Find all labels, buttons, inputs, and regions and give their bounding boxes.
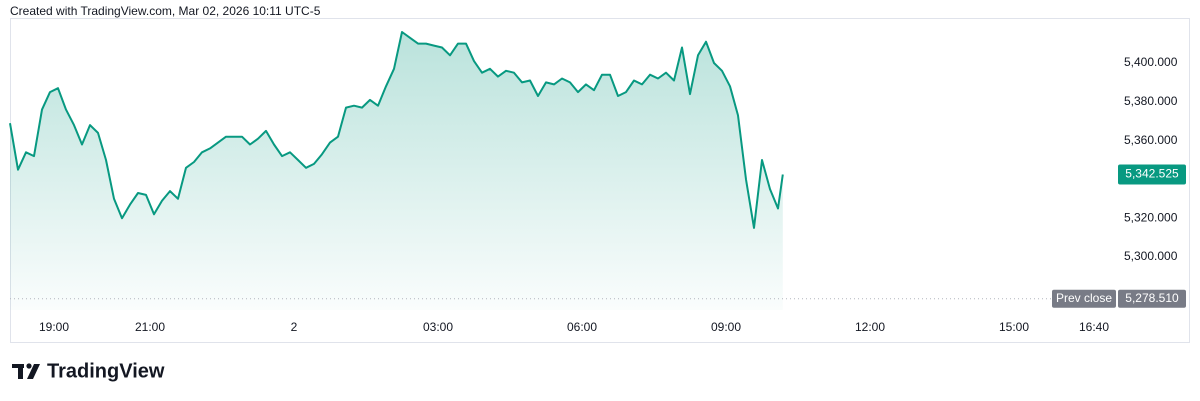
chart-title: Created with TradingView.com, Mar 02, 20… — [10, 4, 321, 18]
last-price-tag — [1118, 164, 1186, 185]
brand-name: TradingView — [47, 360, 165, 382]
y-tick-label: 5,360.000 — [1124, 133, 1178, 147]
x-tick-label: 21:00 — [135, 320, 165, 334]
x-tick-label: 2 — [291, 320, 298, 334]
logo-slash — [27, 364, 40, 379]
x-tick-label: 16:40 — [1079, 320, 1109, 334]
x-tick-label: 09:00 — [711, 320, 741, 334]
area-fill — [10, 32, 783, 310]
x-tick-label: 15:00 — [999, 320, 1029, 334]
last-price-label: 5,342.525 — [1125, 167, 1179, 181]
y-tick-label: 5,320.000 — [1124, 210, 1178, 224]
prev-close-value-tag — [1118, 289, 1186, 308]
logo-stem — [18, 364, 23, 379]
price-line — [9, 31, 784, 229]
logo-dot — [26, 363, 32, 369]
x-tick-label: 06:00 — [567, 320, 597, 334]
x-tick-label: 19:00 — [39, 320, 69, 334]
y-tick-label: 5,300.000 — [1124, 249, 1178, 263]
prev-close-tag — [1052, 289, 1116, 308]
x-tick-label: 03:00 — [423, 320, 453, 334]
y-tick-label: 5,400.000 — [1124, 55, 1178, 69]
prev-close-value: 5,278.510 — [1125, 291, 1179, 305]
logo-icon — [12, 363, 40, 379]
prev-close-name: Prev close — [1056, 291, 1112, 305]
y-tick-label: 5,380.000 — [1124, 94, 1178, 108]
x-tick-label: 12:00 — [855, 320, 885, 334]
